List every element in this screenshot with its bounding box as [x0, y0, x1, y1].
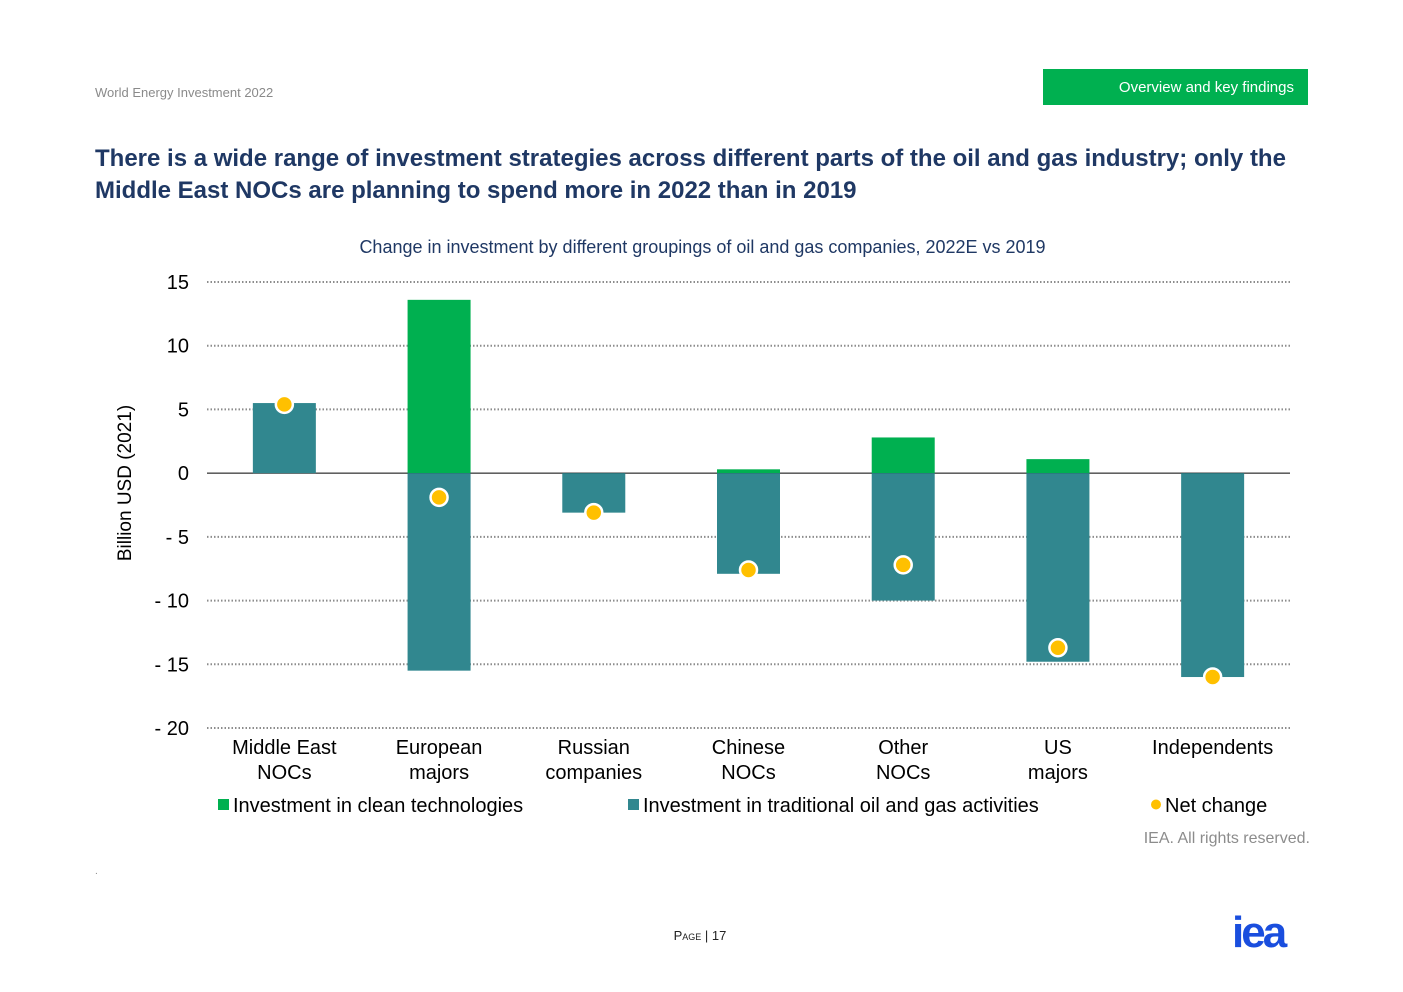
legend-swatch [628, 799, 639, 810]
net-change-point [738, 560, 759, 580]
legend-label: Investment in traditional oil and gas ac… [643, 795, 1039, 817]
x-tick-label: NOCs [721, 762, 775, 784]
page-label: Page [673, 928, 702, 943]
page-number-value: 17 [711, 928, 727, 943]
x-tick-label: Chinese [712, 737, 785, 759]
page-number: Page | 17 [640, 928, 760, 943]
legend-swatch [218, 799, 229, 810]
net-change-point [584, 502, 604, 523]
y-tick-label: 15 [167, 272, 189, 294]
x-tick-label: NOCs [876, 762, 930, 784]
x-tick-label: Other [878, 737, 928, 759]
bar-traditional-oil-gas [1026, 473, 1090, 662]
bar-traditional-oil-gas [252, 403, 316, 474]
bar-clean-tech [871, 437, 935, 474]
bar-clean-tech [407, 299, 471, 474]
y-tick-label: 10 [167, 336, 189, 358]
y-tick-label: - 10 [155, 591, 189, 613]
x-tick-label: Russian [558, 737, 630, 759]
section-badge-label: Overview and key findings [1118, 78, 1294, 96]
page-title: There is a wide range of investment stra… [95, 145, 1286, 204]
net-change-point [1202, 667, 1223, 687]
x-tick-label: US [1044, 737, 1072, 759]
bar-traditional-oil-gas [871, 473, 935, 601]
section-badge[interactable]: Overview and key findings [1043, 69, 1308, 105]
x-tick-label: NOCs [257, 762, 311, 784]
y-tick-label: 5 [178, 399, 189, 421]
y-tick-label: - 15 [155, 654, 189, 676]
bar-traditional-oil-gas [1181, 473, 1245, 678]
legend-label: Investment in clean technologies [233, 795, 523, 817]
y-axis-label: Billion USD (2021) [115, 405, 136, 561]
footer-dot: . [95, 866, 98, 877]
x-tick-label: Middle East [232, 737, 337, 759]
x-tick-label: majors [409, 762, 469, 784]
page-separator: | [704, 928, 709, 943]
y-tick-label: - 5 [166, 527, 189, 549]
net-change-point [893, 555, 913, 575]
report-name: World Energy Investment 2022 [95, 85, 274, 100]
x-tick-label: companies [545, 762, 642, 784]
x-tick-label: majors [1028, 762, 1088, 784]
bar-clean-tech [717, 469, 780, 474]
bar-clean-tech [1026, 459, 1090, 474]
y-tick-label: 0 [178, 463, 189, 485]
x-tick-label: Independents [1152, 737, 1273, 759]
bar-traditional-oil-gas [717, 473, 780, 574]
chart: 15 10 5 0 - 5 - 10 - 15 - 20 Billion USD (2021) M… [115, 272, 1290, 817]
net-change-point [429, 487, 449, 508]
y-tick-label: - 20 [155, 718, 189, 740]
net-change-point [274, 394, 295, 415]
chart-title: Change in investment by different groupi… [359, 237, 1046, 257]
copyright: IEA. All rights reserved. [1143, 830, 1310, 847]
x-tick-label: European [396, 737, 483, 759]
iea-logo[interactable]: iea [1232, 908, 1287, 957]
net-change-point [1048, 637, 1068, 658]
legend-marker [1151, 799, 1161, 810]
legend-label: Net change [1165, 795, 1267, 817]
